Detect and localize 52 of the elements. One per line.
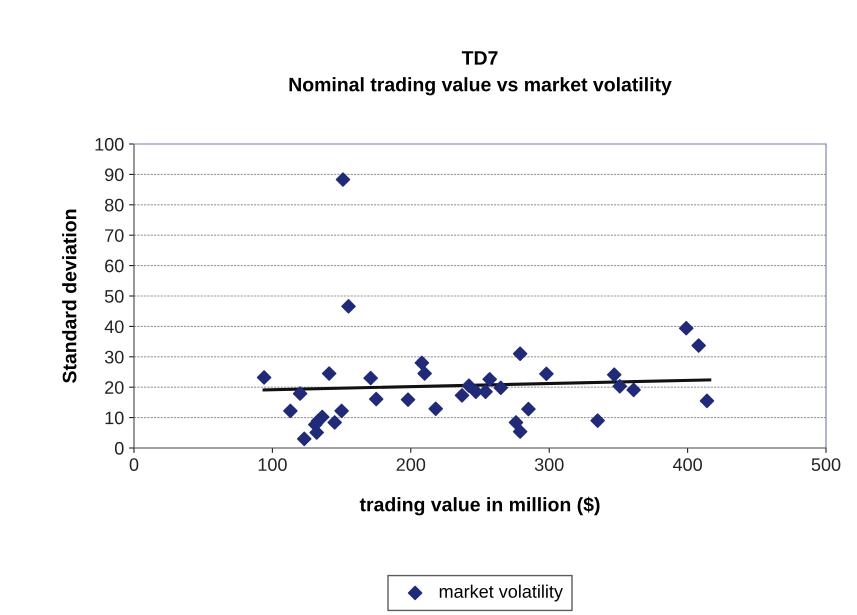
point — [314, 410, 330, 424]
point — [256, 370, 272, 385]
point — [414, 356, 430, 370]
y-tick-label: 30 — [104, 350, 124, 364]
point — [691, 338, 706, 353]
x-tick-label: 0 — [130, 458, 138, 471]
x-tick-label: 200 — [396, 458, 426, 471]
point — [512, 424, 528, 439]
point — [336, 172, 350, 187]
point — [700, 394, 714, 408]
x-tick-label: 400 — [672, 458, 702, 471]
point — [296, 432, 312, 446]
point — [539, 366, 554, 382]
y-tick-label: 10 — [106, 412, 124, 424]
y-tick-label: 50 — [104, 290, 124, 303]
point — [590, 413, 605, 428]
point — [493, 380, 508, 396]
x-tick-label: 100 — [258, 458, 287, 471]
point — [482, 372, 497, 387]
point — [363, 370, 378, 386]
point — [322, 366, 336, 381]
y-tick-label: 80 — [104, 198, 124, 212]
point — [283, 404, 298, 418]
point — [368, 392, 384, 406]
point — [428, 402, 443, 416]
point — [334, 404, 349, 418]
point — [341, 299, 356, 314]
point — [400, 392, 416, 407]
point — [612, 379, 628, 394]
point — [626, 382, 641, 398]
y-tick-label: 60 — [105, 260, 124, 272]
y-tick-label: 100 — [96, 138, 124, 151]
point — [606, 367, 622, 382]
y-tick-label: 70 — [105, 229, 124, 242]
y-tick-label: 90 — [105, 168, 124, 182]
point — [521, 402, 536, 416]
point — [454, 388, 470, 403]
x-tick-label: 500 — [812, 458, 840, 471]
point — [678, 320, 694, 336]
point — [512, 346, 528, 362]
x-tick-label: 300 — [534, 458, 564, 471]
point — [327, 415, 342, 430]
point — [417, 366, 432, 381]
point — [292, 386, 308, 401]
point — [508, 415, 524, 430]
x-axis-title: trading value in million ($) — [360, 496, 600, 516]
y-axis-title: Standard deviation — [62, 210, 76, 383]
y-tick-label: 0 — [114, 442, 124, 455]
y-tick-label: 40 — [104, 320, 124, 334]
chart-title: TD7 Nominal trading value vs market volatility — [290, 51, 672, 96]
legend-label: market volatility — [440, 584, 563, 602]
y-tick-label: 20 — [105, 381, 124, 394]
